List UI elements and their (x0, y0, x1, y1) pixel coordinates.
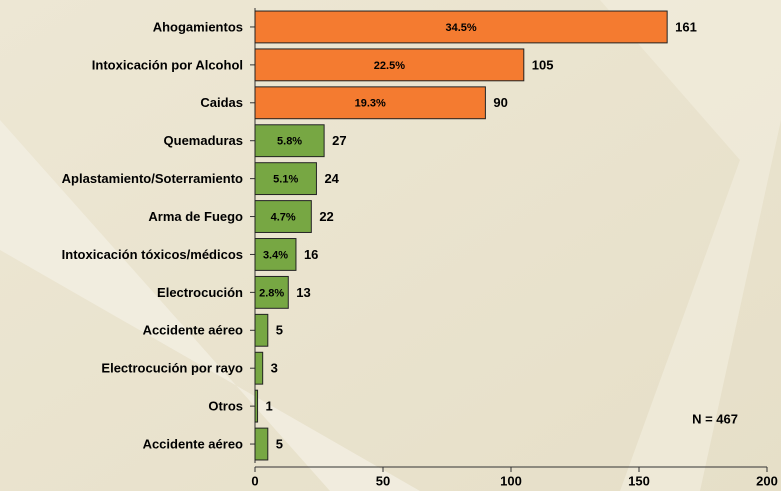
bar (254, 313, 269, 347)
bar (254, 427, 269, 461)
percent-label: 4.7% (271, 211, 296, 223)
y-tick-label: Electrocución por rayo (101, 361, 243, 376)
bar (254, 275, 289, 309)
x-tick-label: 200 (756, 473, 778, 488)
bar (254, 10, 668, 44)
x-tick-label: 50 (376, 473, 390, 488)
bar (254, 238, 297, 271)
y-tick-label: Intoxicación tóxicos/médicos (62, 247, 243, 262)
x-tick-label: 0 (251, 473, 258, 488)
value-label: 27 (332, 133, 346, 148)
percent-label: 2.8% (259, 287, 284, 299)
value-label: 5 (276, 436, 283, 451)
y-tick-label: Otros (208, 399, 243, 414)
bar (254, 124, 325, 158)
percent-label: 34.5% (445, 22, 476, 34)
value-label: 24 (324, 171, 339, 186)
y-tick-label: Accidente aéreo (143, 323, 243, 338)
bar (254, 162, 317, 196)
percent-label: 22.5% (374, 60, 405, 72)
x-tick-label: 150 (628, 473, 650, 488)
bar (254, 48, 525, 82)
percent-label: 5.1% (273, 174, 298, 186)
percent-label: 5.8% (277, 136, 302, 148)
y-tick-label: Intoxicación por Alcohol (92, 57, 243, 72)
value-label: 16 (304, 247, 318, 262)
value-label: 90 (493, 95, 507, 110)
value-label: 5 (276, 323, 283, 338)
bar (254, 86, 486, 120)
annotation: N = 467 (692, 411, 738, 426)
value-label: 1 (266, 399, 273, 414)
percent-label: 3.4% (263, 249, 288, 261)
y-tick-label: Caidas (200, 95, 243, 110)
y-tick-label: Accidente aéreo (143, 436, 243, 451)
y-tick-label: Quemaduras (164, 133, 243, 148)
bar (254, 200, 312, 233)
background-stripe (600, 0, 781, 491)
value-label: 22 (319, 209, 333, 224)
value-label: 3 (271, 361, 278, 376)
percent-label: 19.3% (355, 98, 386, 110)
bar (254, 389, 259, 423)
y-tick-label: Electrocución (157, 285, 243, 300)
value-label: 161 (675, 19, 697, 34)
value-label: 105 (532, 57, 554, 72)
y-tick-label: Arma de Fuego (148, 209, 243, 224)
value-label: 13 (296, 285, 310, 300)
bar (254, 351, 264, 385)
y-tick-label: Ahogamientos (153, 19, 243, 34)
y-tick-label: Aplastamiento/Soterramiento (62, 171, 243, 186)
x-tick-label: 100 (500, 473, 522, 488)
